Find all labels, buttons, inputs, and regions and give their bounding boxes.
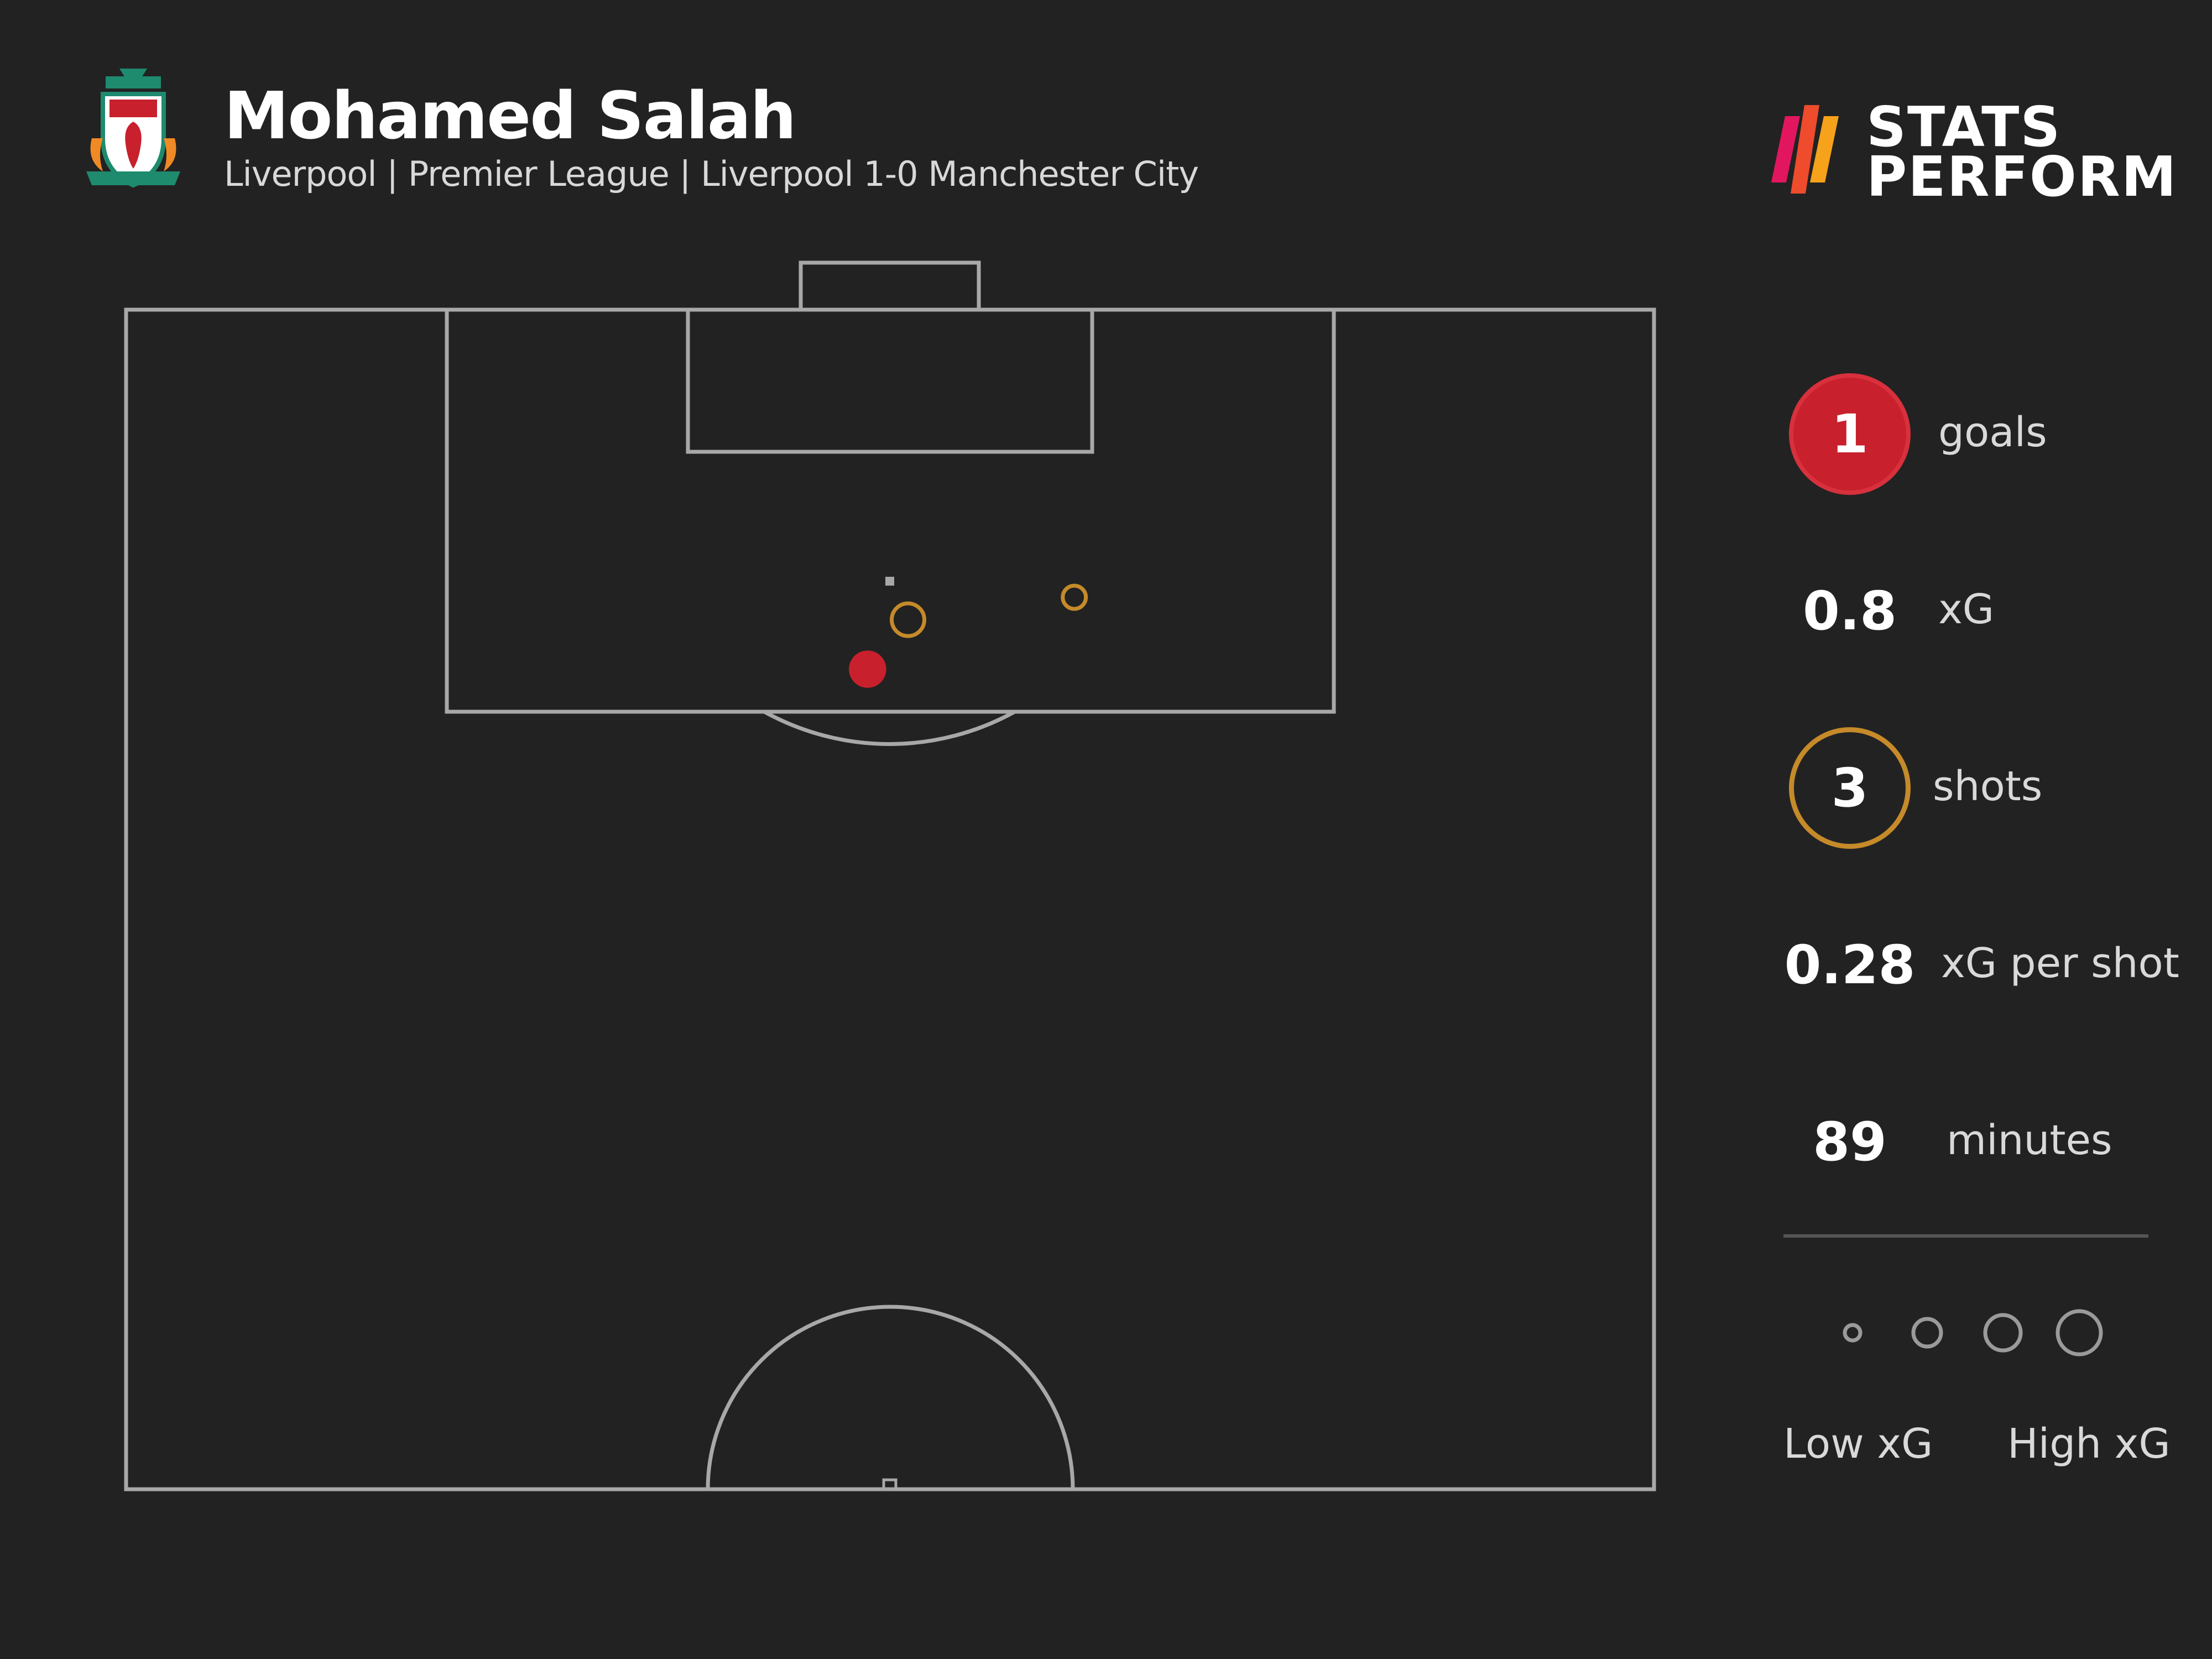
goal-frame (799, 260, 981, 312)
brand-line-1: STATS (1866, 95, 2062, 159)
legend-circle-1 (1843, 1323, 1863, 1343)
penalty-box (445, 307, 1336, 714)
shot-marker-2 (890, 601, 926, 638)
centre-circle (706, 1305, 1075, 1490)
xg-per-shot-value: 0.28 (1784, 934, 1916, 996)
shots-badge (1789, 727, 1911, 849)
match-subtitle: Liverpool | Premier League | Liverpool 1… (224, 154, 1199, 194)
xg-size-legend (1843, 1309, 2103, 1357)
liverpool-crest-icon (86, 69, 180, 188)
pitch-outline (124, 307, 1656, 1491)
minutes-label: minutes (1947, 1117, 2112, 1164)
brand-line-2: PERFORM (1866, 144, 2178, 209)
legend-low-label: Low xG (1783, 1420, 1933, 1468)
six-yard-box (686, 307, 1094, 454)
minutes-value: 89 (1813, 1111, 1887, 1173)
shot-marker-1 (849, 650, 886, 688)
legend-circle-4 (2056, 1309, 2103, 1357)
goals-badge (1789, 373, 1911, 495)
penalty-spot (885, 577, 894, 586)
legend-circle-3 (1983, 1313, 2023, 1353)
stats-divider (1783, 1234, 2148, 1238)
legend-high-label: High xG (2007, 1420, 2171, 1468)
shots-value: 3 (1831, 757, 1869, 819)
xg-value: 0.8 (1802, 580, 1897, 642)
xg-label: xG (1938, 586, 1995, 633)
penalty-arc (763, 709, 1016, 746)
page-title: Mohamed Salah (224, 77, 796, 154)
shots-label: shots (1933, 763, 2043, 810)
xg-per-shot-label: xG per shot (1941, 940, 2179, 987)
centre-spot (882, 1478, 898, 1491)
goals-label: goals (1938, 409, 2047, 456)
goals-value: 1 (1831, 403, 1869, 465)
shot-marker-3 (1061, 583, 1088, 611)
legend-circle-2 (1911, 1317, 1943, 1349)
